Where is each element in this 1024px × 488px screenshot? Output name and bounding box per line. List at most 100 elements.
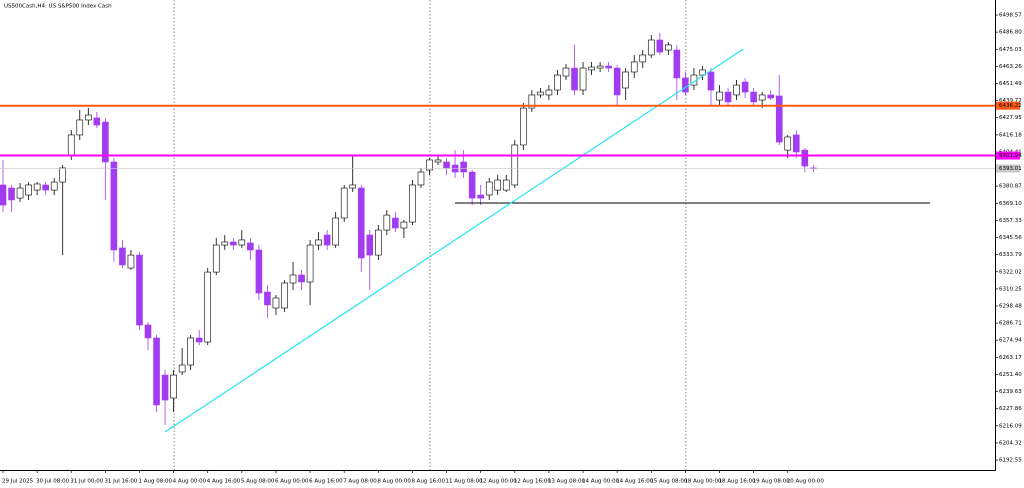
candle-body [93, 117, 101, 126]
candle-body [127, 254, 135, 269]
candle-body [366, 234, 374, 256]
candle-body [554, 74, 561, 91]
candle-body [144, 324, 152, 339]
candle-body [724, 91, 732, 103]
candle-body [579, 67, 587, 91]
candle-body [33, 183, 41, 191]
x-tick-label: 14 Aug 16:00 [616, 479, 654, 485]
y-tick-label: 6310.25 [999, 286, 1022, 292]
x-tick-label: 29 Jul 2025 [2, 479, 34, 485]
candle-body [153, 337, 160, 406]
y-tick-label: 6498.57 [999, 13, 1022, 19]
candle-body [161, 374, 169, 401]
candle-body [340, 187, 348, 219]
candle-body [102, 121, 109, 163]
y-tick-label: 6286.71 [999, 321, 1022, 327]
candle-body [272, 297, 280, 309]
candle-body [315, 239, 322, 246]
candle-body [511, 144, 519, 186]
y-tick-label: 6192.55 [999, 458, 1022, 464]
candle-body [605, 65, 612, 69]
candle-body [16, 187, 24, 199]
y-tick-label: 6251.40 [999, 372, 1022, 378]
candle-body [588, 66, 595, 71]
candle-body [306, 244, 314, 283]
candle-body [750, 91, 757, 103]
candle-body [0, 184, 7, 206]
candle-body [801, 149, 809, 167]
candle-body [8, 187, 15, 201]
y-tick-label: 6239.63 [999, 389, 1022, 395]
x-tick-label: 8 Aug 16:00 [411, 479, 445, 485]
x-tick-label: 1 Aug 08:00 [138, 479, 172, 485]
candle-body [622, 71, 629, 89]
y-tick-label: 6333.79 [999, 252, 1022, 258]
candle-body [647, 39, 655, 56]
y-tick-label: 6298.48 [999, 303, 1022, 309]
candle-body [375, 229, 382, 256]
candle-body [528, 94, 536, 109]
x-tick-label: 18 Aug 00:00 [684, 479, 722, 485]
x-tick-label: 5 Aug 08:00 [241, 479, 275, 485]
candle-body [238, 239, 246, 246]
candle-body [170, 374, 177, 399]
chart-title: US500Cash,H4: US S&P500 Index Cash [4, 4, 112, 10]
y-tick-label: 6416.18 [999, 132, 1022, 138]
y-tick-label: 6216.09 [999, 423, 1022, 429]
y-tick-label: 6227.86 [999, 406, 1022, 412]
candle-body [665, 44, 672, 51]
y-tick-label: 6427.95 [999, 115, 1022, 121]
candle-body [571, 67, 578, 91]
candle-body [656, 39, 664, 53]
candle-body [221, 241, 229, 246]
candle-body [247, 242, 254, 251]
y-tick-label: 6380.87 [999, 184, 1022, 190]
candle-body [596, 65, 604, 69]
candle-body [383, 214, 391, 231]
candle-body [494, 179, 502, 191]
candle-body [477, 194, 484, 199]
trendline [164, 48, 744, 433]
x-tick-label: 19 Aug 08:00 [753, 479, 791, 485]
candle-body [775, 95, 783, 143]
y-tick-label: 6345.56 [999, 235, 1022, 241]
candle-body [699, 69, 706, 76]
candle-body [502, 179, 510, 191]
x-tick-label: 30 Jul 08:00 [36, 479, 69, 485]
candle-body [85, 114, 92, 121]
candle-body [212, 244, 220, 273]
candle-body [460, 161, 467, 173]
price-tag-label: 6436.22 [999, 103, 1022, 109]
x-tick-label: 6 Aug 00:00 [275, 479, 309, 485]
candle-body [349, 184, 357, 189]
y-tick-label: 6439.72 [999, 98, 1022, 104]
y-tick-label: 6274.94 [999, 338, 1022, 344]
x-tick-label: 14 Aug 00:00 [582, 479, 620, 485]
candle-body [323, 234, 331, 246]
x-tick-label: 15 Aug 08:00 [650, 479, 688, 485]
x-tick-label: 4 Aug 00:00 [173, 479, 207, 485]
candle-body [707, 71, 715, 91]
x-tick-label: 4 Aug 16:00 [207, 479, 241, 485]
candle-body [332, 217, 339, 246]
x-tick-label: 7 Aug 08:00 [343, 479, 377, 485]
candle-body [485, 181, 493, 196]
candle-body [792, 134, 800, 153]
candle-body [298, 274, 305, 283]
candle-body [25, 184, 32, 196]
candle-body [741, 81, 749, 93]
candle-body [187, 337, 194, 366]
candle-body [443, 161, 450, 169]
candle-body [520, 107, 527, 146]
candle-body [537, 91, 544, 96]
y-tick-label: 6475.03 [999, 47, 1022, 53]
candle-body [357, 187, 365, 259]
candle-body [417, 171, 425, 186]
candle-body [409, 184, 416, 223]
candle-body [545, 89, 553, 96]
price-tag-label: 6401.94 [999, 153, 1022, 159]
candle-body [716, 91, 723, 101]
candle-body [758, 94, 766, 101]
x-tick-label: 12 Aug 00:00 [480, 479, 518, 485]
x-tick-label: 6 Aug 16:00 [309, 479, 343, 485]
